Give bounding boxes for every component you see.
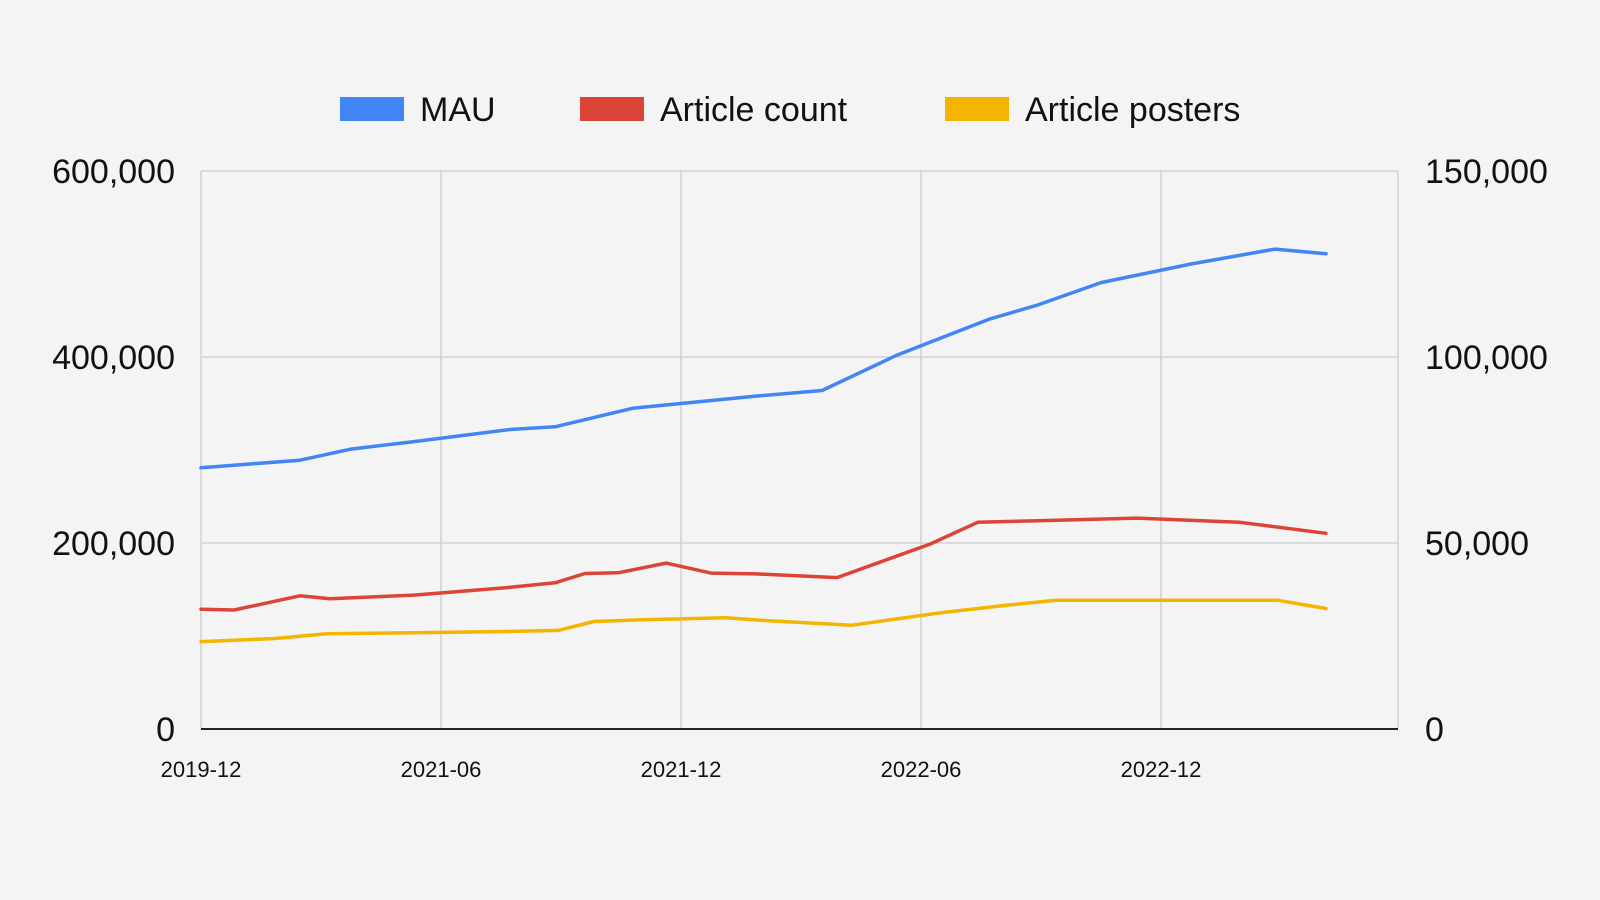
y-left-tick-label: 600,000: [52, 153, 175, 191]
y-left-tick-label: 200,000: [52, 525, 175, 563]
x-tick-label: 2019-12: [161, 757, 242, 782]
x-tick-label: 2022-06: [881, 757, 962, 782]
legend-swatch: [340, 97, 404, 121]
y-right-tick-label: 0: [1425, 711, 1444, 749]
y-right-tick-label: 150,000: [1425, 153, 1548, 191]
series-line-article-posters: [199, 598, 1328, 644]
legend: MAU Article count Article posters: [340, 91, 1240, 129]
y-right-tick-label: 50,000: [1425, 525, 1529, 563]
legend-label: Article posters: [1025, 91, 1240, 129]
axes: 0 0 200,000 50,000 400,000 100,000 600,000 150,…: [52, 153, 1548, 782]
y-left-tick-label: 0: [156, 711, 175, 749]
legend-swatch: [945, 97, 1009, 121]
legend-label: Article count: [660, 91, 848, 129]
x-tick-label: 2021-06: [401, 757, 482, 782]
grid-lines: [200, 170, 1399, 729]
x-tick-label: 2021-12: [641, 757, 722, 782]
series-lines: [199, 247, 1328, 644]
legend-swatch: [580, 97, 644, 121]
y-right-tick-label: 100,000: [1425, 339, 1548, 377]
legend-label: MAU: [420, 91, 496, 129]
x-tick-label: 2022-12: [1121, 757, 1202, 782]
series-line-article-count: [199, 516, 1328, 612]
series-line-mau: [199, 247, 1328, 470]
y-left-tick-label: 400,000: [52, 339, 175, 377]
